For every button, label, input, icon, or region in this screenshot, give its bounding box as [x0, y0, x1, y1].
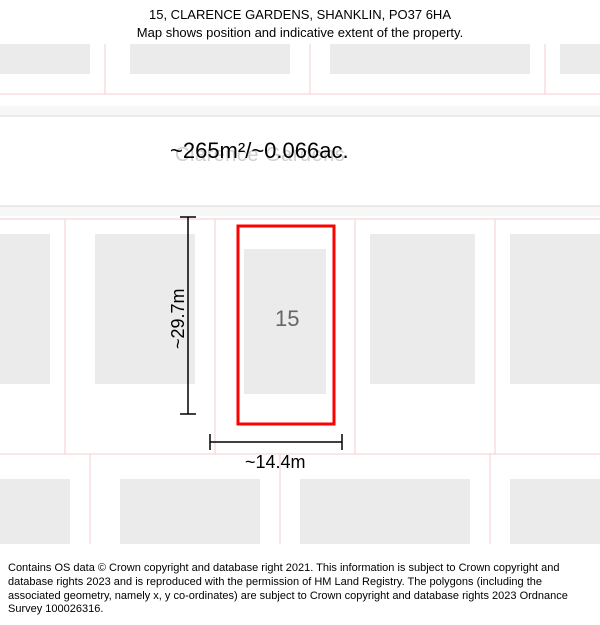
height-dimension-label: ~29.7m: [168, 288, 189, 349]
house-number-label: 15: [275, 306, 299, 332]
area-measurement-label: ~265m²/~0.066ac.: [170, 138, 349, 164]
width-dimension-label: ~14.4m: [245, 452, 306, 473]
map-subtitle: Map shows position and indicative extent…: [10, 24, 590, 42]
header: 15, CLARENCE GARDENS, SHANKLIN, PO37 6HA…: [0, 0, 600, 45]
property-address-title: 15, CLARENCE GARDENS, SHANKLIN, PO37 6HA: [10, 6, 590, 24]
copyright-footer: Contains OS data © Crown copyright and d…: [0, 556, 600, 625]
cadastral-map: Clarence Gardens ~265m²/~0.066ac. ~29.7m…: [0, 44, 600, 544]
